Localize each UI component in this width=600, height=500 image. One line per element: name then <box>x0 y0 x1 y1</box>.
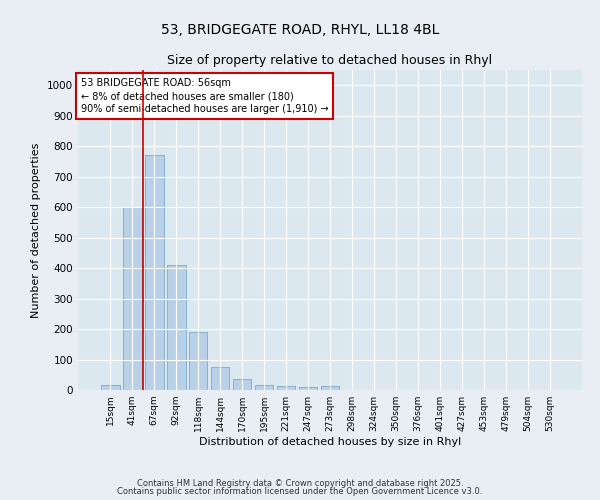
Text: 53, BRIDGEGATE ROAD, RHYL, LL18 4BL: 53, BRIDGEGATE ROAD, RHYL, LL18 4BL <box>161 22 439 36</box>
Bar <box>233 380 251 390</box>
Bar <box>277 386 295 390</box>
X-axis label: Distribution of detached houses by size in Rhyl: Distribution of detached houses by size … <box>199 437 461 447</box>
Bar <box>299 387 317 390</box>
Text: 53 BRIDGEGATE ROAD: 56sqm
← 8% of detached houses are smaller (180)
90% of semi-: 53 BRIDGEGATE ROAD: 56sqm ← 8% of detach… <box>80 78 328 114</box>
Bar <box>189 332 208 390</box>
Bar <box>123 207 142 390</box>
Bar <box>211 367 229 390</box>
Bar <box>167 265 185 390</box>
Bar <box>255 384 274 390</box>
Bar <box>101 386 119 390</box>
Text: Contains public sector information licensed under the Open Government Licence v3: Contains public sector information licen… <box>118 487 482 496</box>
Text: Contains HM Land Registry data © Crown copyright and database right 2025.: Contains HM Land Registry data © Crown c… <box>137 478 463 488</box>
Bar <box>145 156 164 390</box>
Bar <box>320 386 340 390</box>
Title: Size of property relative to detached houses in Rhyl: Size of property relative to detached ho… <box>167 54 493 68</box>
Y-axis label: Number of detached properties: Number of detached properties <box>31 142 41 318</box>
